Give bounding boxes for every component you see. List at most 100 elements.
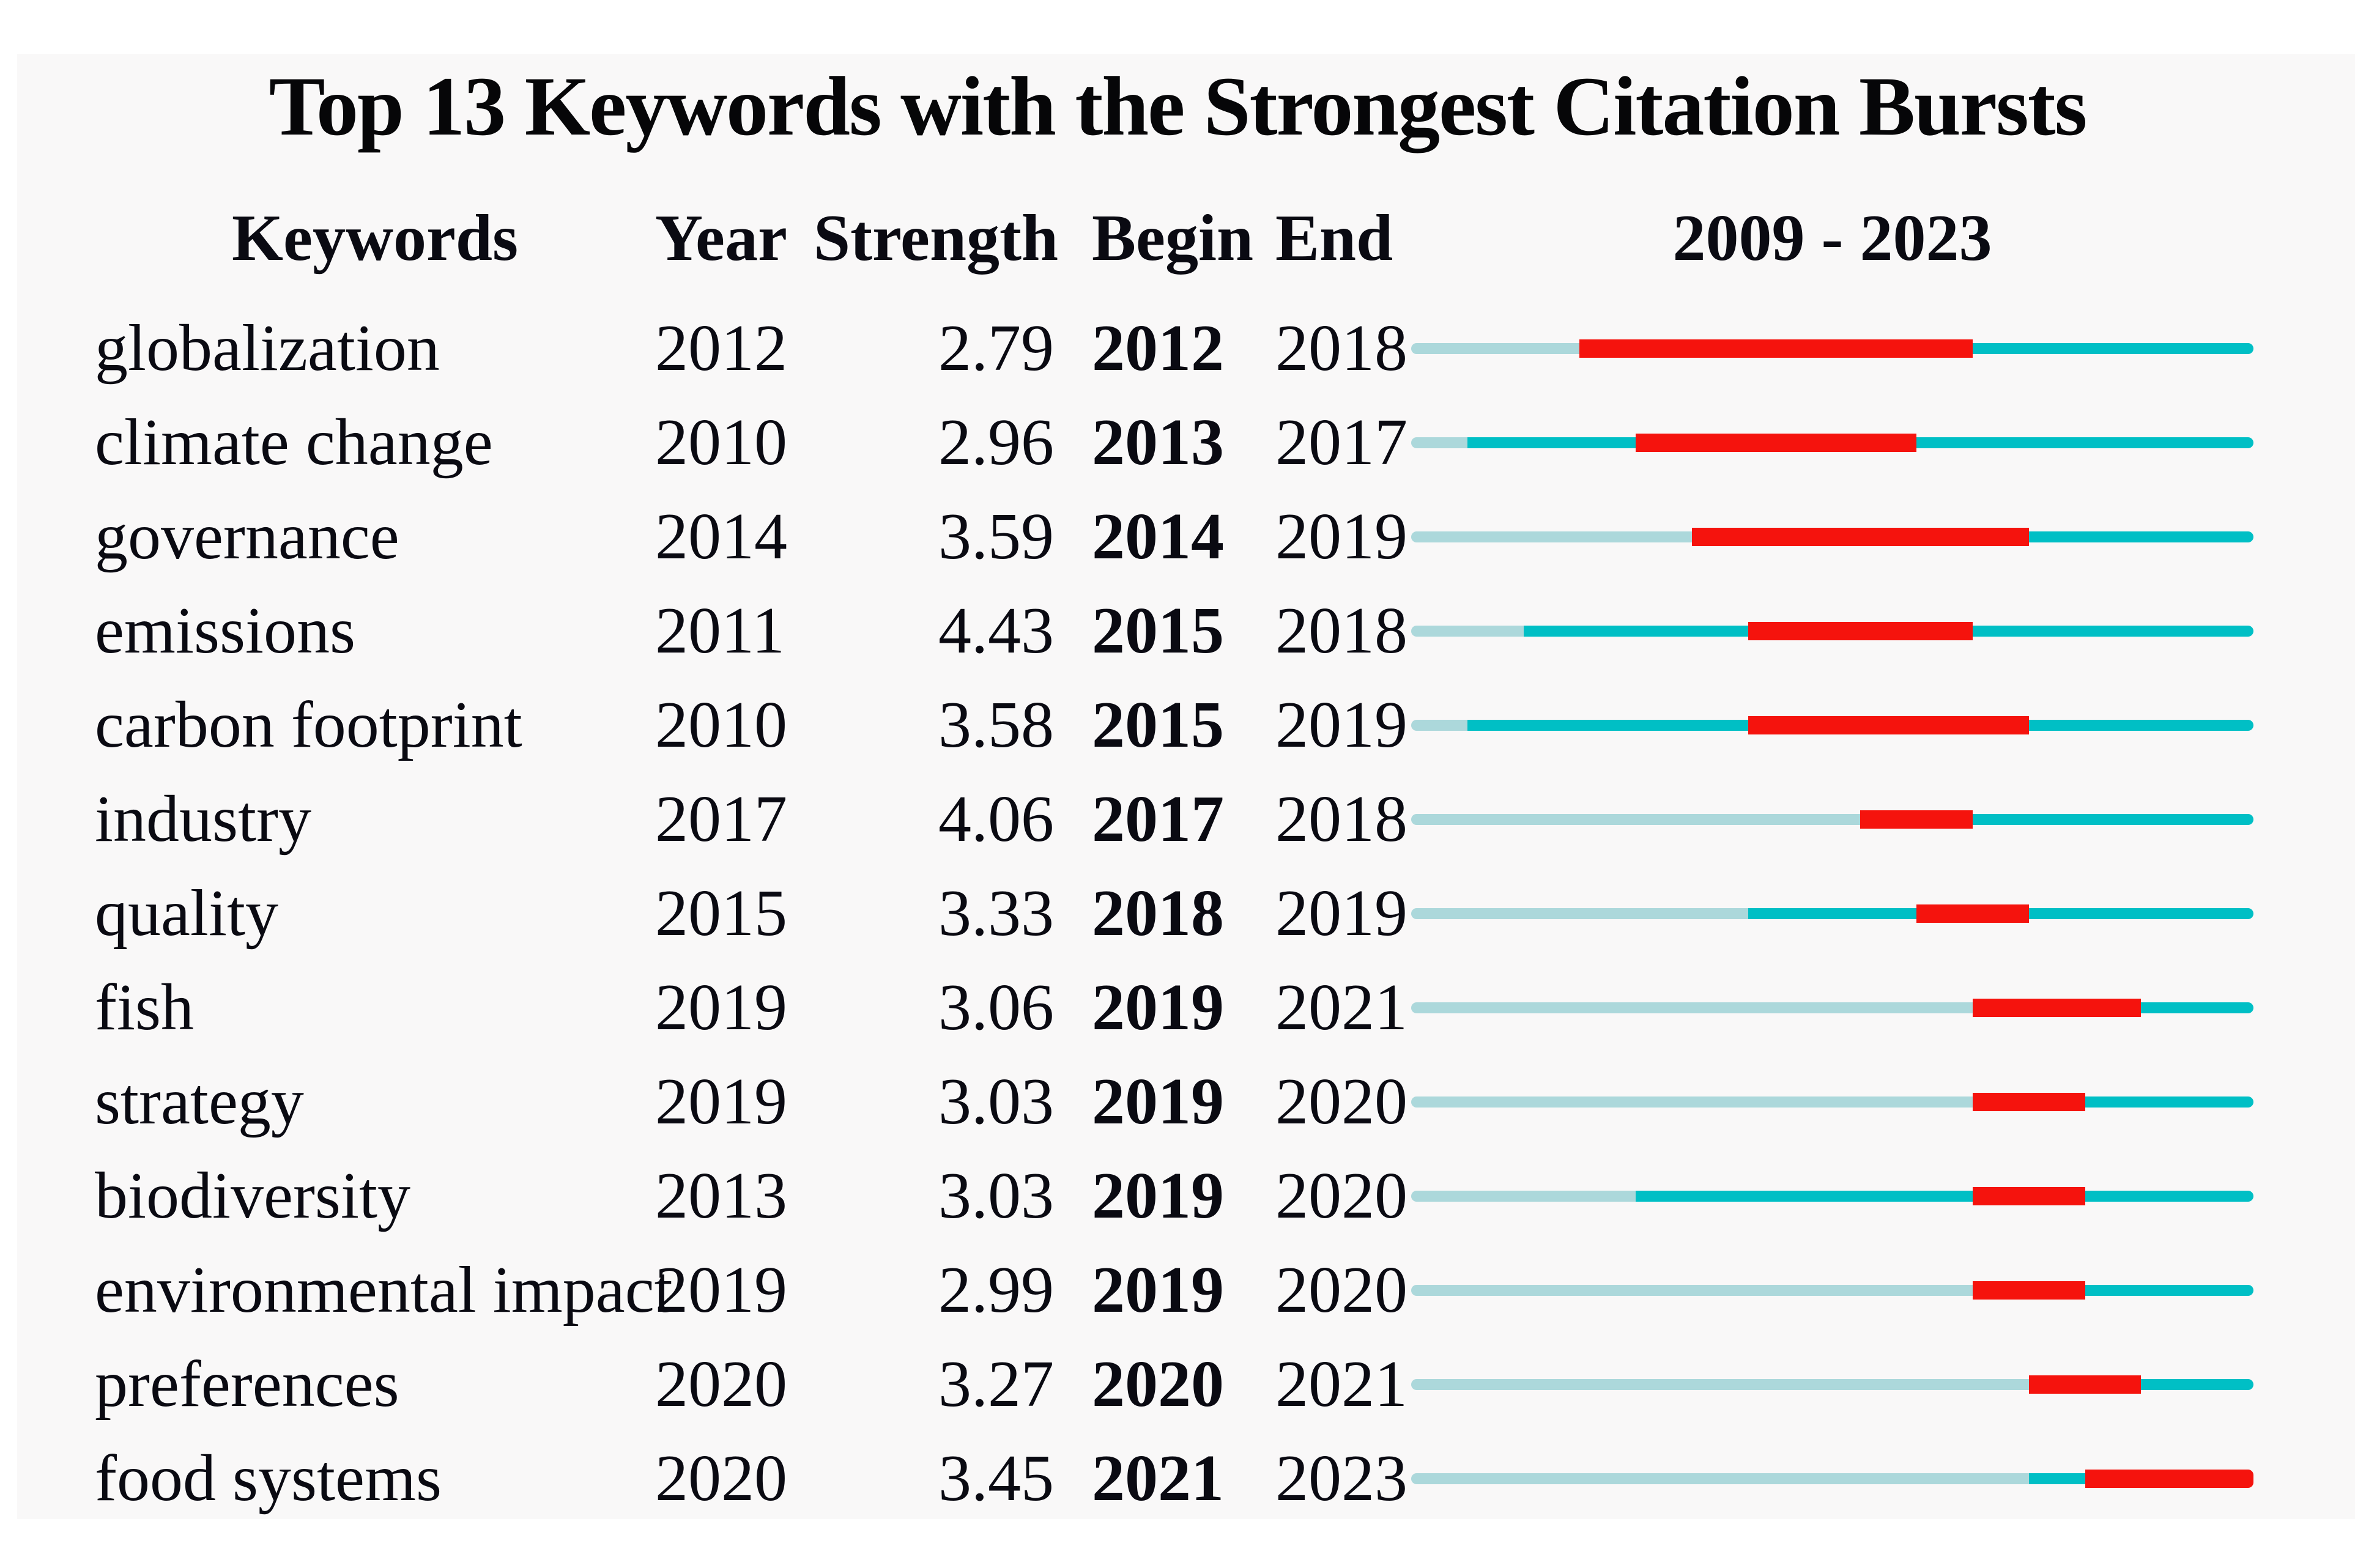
begin-value: 2019 [1092, 1254, 1224, 1326]
year-value: 2012 [655, 312, 787, 385]
timeline-segment-burst [1579, 339, 1973, 358]
keyword-label: strategy [95, 1065, 304, 1138]
timeline-segment-before-appearance [1411, 437, 1467, 448]
strength-value: 3.03 [938, 1065, 1054, 1138]
timeline-segment-active [2141, 1379, 2253, 1390]
year-value: 2015 [655, 877, 787, 950]
table-row: emissions 2011 4.43 2015 2018 [0, 584, 2260, 678]
timeline-segment-before-appearance [1411, 626, 1524, 637]
burst-timeline-bar [1411, 961, 2253, 1055]
year-value: 2010 [655, 406, 787, 479]
table-row: climate change 2010 2.96 2013 2017 [0, 396, 2260, 490]
timeline-segment-burst [1973, 999, 2142, 1017]
end-value: 2021 [1275, 1348, 1407, 1421]
end-value: 2018 [1275, 594, 1407, 667]
timeline-segment-active [1467, 720, 1748, 731]
strength-value: 2.96 [938, 406, 1054, 479]
keyword-label: biodiversity [95, 1159, 410, 1232]
timeline-segment-active [1636, 1191, 1973, 1202]
timeline-segment-active [1523, 626, 1748, 637]
strength-value: 3.06 [938, 971, 1054, 1044]
begin-value: 2021 [1092, 1442, 1224, 1515]
timeline-segment-active [2028, 531, 2253, 542]
begin-value: 2019 [1092, 1159, 1224, 1232]
begin-value: 2018 [1092, 877, 1224, 950]
strength-value: 2.79 [938, 312, 1054, 385]
begin-value: 2014 [1092, 500, 1224, 573]
table-row: industry 2017 4.06 2017 2018 [0, 772, 2260, 867]
burst-timeline-bar [1411, 396, 2253, 490]
burst-timeline-bar [1411, 1243, 2253, 1337]
timeline-segment-before-appearance [1411, 1002, 1973, 1013]
table-row: strategy 2019 3.03 2019 2020 [0, 1055, 2260, 1149]
keyword-label: food systems [95, 1442, 442, 1515]
year-value: 2019 [655, 1065, 787, 1138]
timeline-segment-burst [1972, 1187, 2085, 1205]
burst-timeline-bar [1411, 867, 2253, 961]
keyword-label: climate change [95, 406, 493, 479]
burst-timeline-bar [1411, 1432, 2253, 1526]
table-row: food systems 2020 3.45 2021 2023 [0, 1432, 2260, 1526]
year-value: 2017 [655, 783, 787, 856]
year-value: 2019 [655, 1254, 787, 1326]
strength-value: 4.06 [938, 783, 1054, 856]
table-row: globalization 2012 2.79 2012 2018 [0, 301, 2260, 396]
keyword-label: carbon footprint [95, 689, 522, 761]
column-header-keywords: Keywords [232, 202, 518, 275]
begin-value: 2019 [1092, 1065, 1224, 1138]
timeline-segment-before-appearance [1411, 1191, 1636, 1202]
timeline-segment-before-appearance [1411, 531, 1692, 542]
begin-value: 2019 [1092, 971, 1224, 1044]
timeline-segment-active [2028, 908, 2253, 919]
chart-title: Top 13 Keywords with the Strongest Citat… [269, 59, 2088, 153]
timeline-segment-active [1748, 908, 1917, 919]
timeline-segment-active [2085, 1096, 2253, 1108]
end-value: 2017 [1275, 406, 1407, 479]
year-value: 2014 [655, 500, 787, 573]
keyword-label: emissions [95, 594, 356, 667]
timeline-segment-before-appearance [1411, 908, 1748, 919]
timeline-segment-active [2085, 1191, 2253, 1202]
column-header-year: Year [655, 202, 787, 275]
strength-value: 3.59 [938, 500, 1054, 573]
keyword-label: quality [95, 877, 278, 950]
timeline-segment-burst [1692, 528, 2029, 546]
table-row: governance 2014 3.59 2014 2019 [0, 490, 2260, 584]
strength-value: 3.45 [938, 1442, 1054, 1515]
column-header-begin: Begin [1092, 202, 1254, 275]
timeline-segment-before-appearance [1411, 1379, 2029, 1390]
burst-timeline-bar [1411, 1337, 2253, 1432]
timeline-segment-before-appearance [1411, 814, 1861, 825]
table-row: quality 2015 3.33 2018 2019 [0, 867, 2260, 961]
year-value: 2020 [655, 1348, 787, 1421]
table-row: fish 2019 3.06 2019 2021 [0, 961, 2260, 1055]
burst-timeline-bar [1411, 584, 2253, 678]
year-value: 2020 [655, 1442, 787, 1515]
year-value: 2019 [655, 971, 787, 1044]
end-value: 2019 [1275, 877, 1407, 950]
strength-value: 4.43 [938, 594, 1054, 667]
column-header-period: 2009 - 2023 [1672, 202, 1992, 275]
timeline-segment-active [1972, 626, 2253, 637]
end-value: 2020 [1275, 1159, 1407, 1232]
figure-background [17, 54, 2355, 1519]
strength-value: 3.27 [938, 1348, 1054, 1421]
strength-value: 3.33 [938, 877, 1054, 950]
keyword-label: preferences [95, 1348, 399, 1421]
timeline-segment-burst [1748, 622, 1973, 640]
end-value: 2020 [1275, 1254, 1407, 1326]
burst-timeline-bar [1411, 1055, 2253, 1149]
timeline-segment-before-appearance [1411, 720, 1467, 731]
end-value: 2018 [1275, 312, 1407, 385]
timeline-segment-burst [1748, 716, 2029, 734]
timeline-segment-before-appearance [1411, 1285, 1973, 1296]
table-row: biodiversity 2013 3.03 2019 2020 [0, 1149, 2260, 1243]
end-value: 2019 [1275, 500, 1407, 573]
table-row: carbon footprint 2010 3.58 2015 2019 [0, 678, 2260, 772]
timeline-segment-burst [1973, 1093, 2085, 1111]
keyword-label: environmental impact [95, 1254, 673, 1326]
timeline-segment-burst [1973, 1281, 2085, 1300]
begin-value: 2013 [1092, 406, 1224, 479]
begin-value: 2012 [1092, 312, 1224, 385]
timeline-segment-before-appearance [1411, 1473, 2029, 1484]
